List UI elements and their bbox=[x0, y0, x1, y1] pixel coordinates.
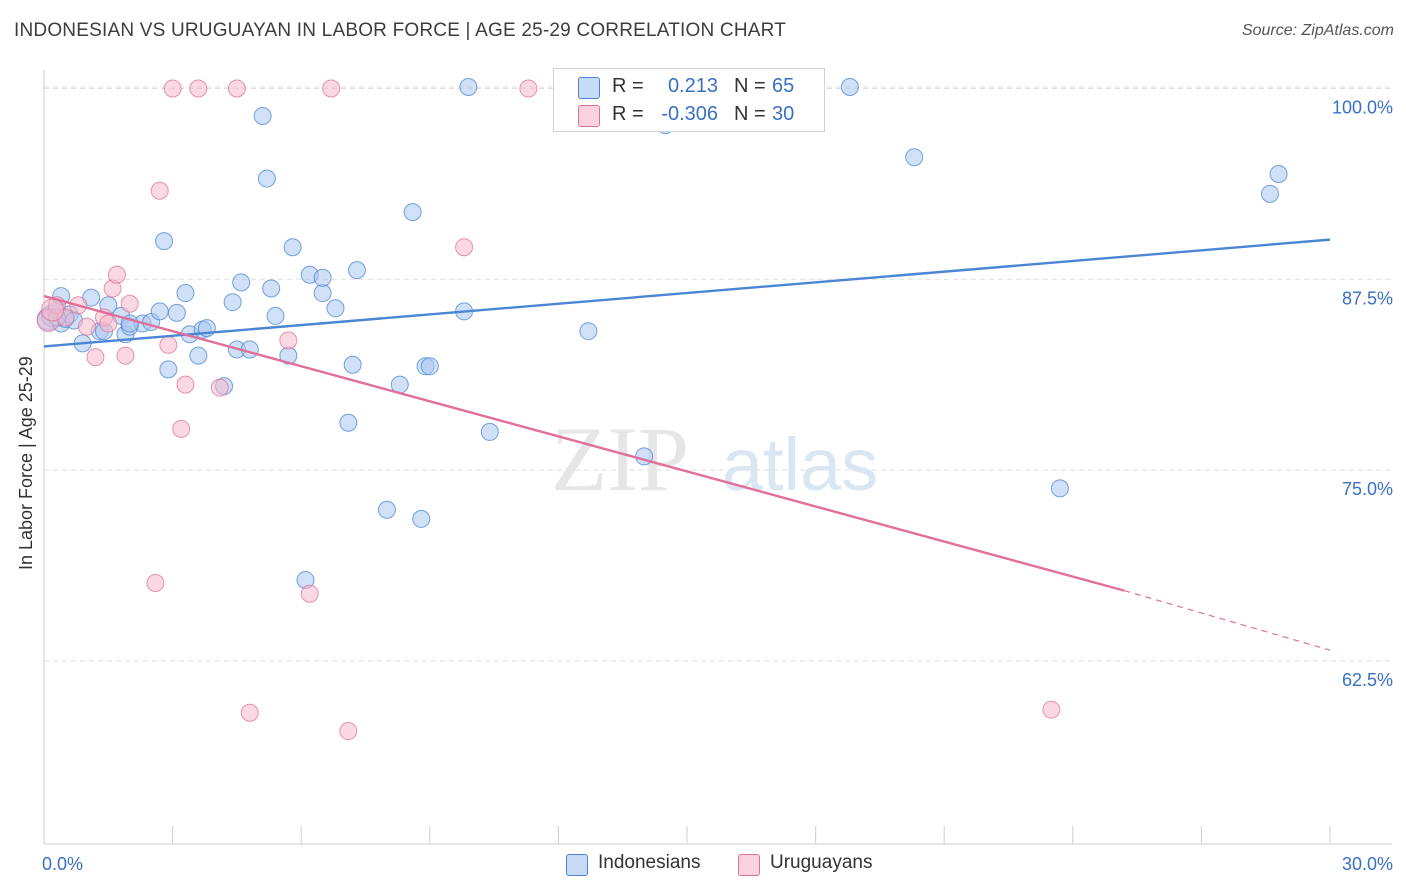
point-indonesians bbox=[262, 279, 281, 298]
y-axis-label: In Labor Force | Age 25-29 bbox=[16, 356, 36, 570]
point-uruguayans bbox=[172, 419, 191, 438]
point-uruguayans bbox=[146, 574, 165, 593]
point-uruguayans bbox=[116, 346, 135, 365]
point-indonesians bbox=[1260, 184, 1279, 203]
point-indonesians bbox=[420, 357, 439, 376]
point-uruguayans bbox=[41, 298, 65, 322]
source-credit: Source: ZipAtlas.com bbox=[1241, 22, 1394, 39]
point-uruguayans bbox=[519, 79, 538, 98]
point-indonesians bbox=[159, 360, 178, 379]
point-indonesians bbox=[232, 273, 251, 292]
legend-n-value: 30 bbox=[772, 103, 795, 125]
legend-r-value: 0.213 bbox=[667, 75, 718, 97]
y-tick-label: 100.0% bbox=[1332, 98, 1393, 118]
legend-r-label: R = bbox=[612, 103, 644, 125]
legend-swatch-uruguayans bbox=[578, 105, 600, 127]
point-indonesians bbox=[343, 355, 362, 374]
trend-line-uruguayans bbox=[43, 294, 1125, 592]
watermark-atlas: atlas bbox=[722, 423, 878, 506]
point-indonesians bbox=[480, 422, 499, 441]
legend-swatch-indonesians bbox=[578, 77, 600, 99]
point-uruguayans bbox=[163, 79, 182, 98]
point-uruguayans bbox=[77, 317, 96, 336]
point-indonesians bbox=[579, 322, 598, 341]
point-indonesians bbox=[257, 169, 276, 188]
point-indonesians bbox=[223, 293, 242, 312]
point-uruguayans bbox=[176, 375, 195, 394]
watermark-zip: ZIP bbox=[551, 408, 689, 510]
trend-extension-uruguayans bbox=[1124, 590, 1331, 651]
trend-lines bbox=[43, 238, 1331, 651]
legend-row-indonesians: R = 0.213 N = 65 bbox=[554, 73, 824, 101]
point-indonesians bbox=[1269, 164, 1288, 183]
y-tick-label: 87.5% bbox=[1342, 288, 1393, 308]
point-uruguayans bbox=[339, 722, 358, 741]
legend-r-label: R = bbox=[612, 75, 644, 97]
point-indonesians bbox=[283, 238, 302, 257]
legend-n-label: N = bbox=[734, 103, 766, 125]
point-indonesians bbox=[266, 306, 285, 325]
point-indonesians bbox=[155, 232, 174, 251]
y-tick-label: 62.5% bbox=[1342, 670, 1393, 690]
legend-r-value: -0.306 bbox=[661, 103, 718, 125]
point-indonesians bbox=[313, 268, 332, 287]
point-indonesians bbox=[377, 500, 396, 519]
point-indonesians bbox=[412, 509, 431, 528]
grid-lines bbox=[44, 86, 1392, 662]
legend-n-label: N = bbox=[734, 75, 766, 97]
point-uruguayans bbox=[240, 703, 259, 722]
point-uruguayans bbox=[210, 378, 229, 397]
point-uruguayans bbox=[1042, 700, 1061, 719]
watermark: ZIP atlas bbox=[551, 408, 878, 510]
point-uruguayans bbox=[322, 79, 341, 98]
point-indonesians bbox=[905, 148, 924, 167]
legend-n-value: 65 bbox=[772, 75, 795, 97]
point-uruguayans bbox=[107, 265, 126, 284]
point-uruguayans bbox=[86, 348, 105, 367]
point-indonesians bbox=[150, 302, 169, 321]
point-uruguayans bbox=[455, 238, 474, 257]
y-tick-label: 75.0% bbox=[1342, 479, 1393, 499]
axes bbox=[43, 70, 1392, 845]
point-indonesians bbox=[459, 77, 478, 96]
legend-row-uruguayans: R = -0.306 N = 30 bbox=[554, 101, 824, 129]
point-indonesians bbox=[313, 284, 332, 303]
bottom-legend-label-uruguayans: Uruguayans bbox=[770, 852, 873, 873]
tick-labels: 62.5% 75.0% 87.5% 100.0% 0.0% 30.0% bbox=[42, 98, 1393, 874]
point-uruguayans bbox=[120, 294, 139, 313]
point-indonesians bbox=[253, 106, 272, 125]
point-indonesians bbox=[176, 284, 195, 303]
x-tick-label: 0.0% bbox=[42, 854, 83, 874]
point-indonesians bbox=[339, 413, 358, 432]
trend-line-indonesians bbox=[43, 238, 1331, 348]
point-uruguayans bbox=[150, 181, 169, 200]
bottom-legend-swatch-indonesians bbox=[566, 854, 588, 876]
correlation-legend: R = 0.213 N = 65 R = -0.306 N = 30 bbox=[553, 68, 825, 132]
point-indonesians bbox=[326, 299, 345, 318]
point-uruguayans bbox=[189, 79, 208, 98]
point-indonesians bbox=[403, 203, 422, 222]
chart-title: INDONESIAN VS URUGUAYAN IN LABOR FORCE |… bbox=[14, 20, 787, 41]
point-indonesians bbox=[1050, 479, 1069, 498]
point-uruguayans bbox=[227, 79, 246, 98]
point-uruguayans bbox=[279, 331, 298, 350]
point-indonesians bbox=[167, 303, 186, 322]
point-uruguayans bbox=[159, 335, 178, 354]
x-tick-label: 30.0% bbox=[1342, 854, 1393, 874]
bottom-legend-swatch-uruguayans bbox=[738, 854, 760, 876]
point-indonesians bbox=[347, 261, 366, 280]
point-indonesians bbox=[189, 346, 208, 365]
point-uruguayans bbox=[99, 314, 118, 333]
point-uruguayans bbox=[300, 584, 319, 603]
point-indonesians bbox=[840, 77, 859, 96]
bottom-legend-label-indonesians: Indonesians bbox=[598, 852, 701, 873]
